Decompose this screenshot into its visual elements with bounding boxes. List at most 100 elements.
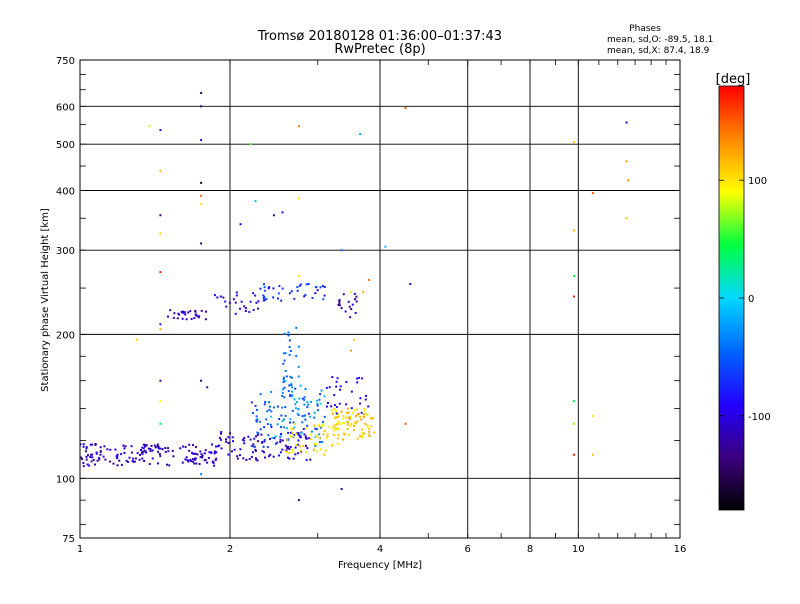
data-point <box>233 448 236 451</box>
data-point <box>316 402 319 405</box>
data-point <box>289 350 292 352</box>
data-point <box>120 463 123 466</box>
data-point <box>304 444 307 447</box>
data-point <box>305 437 308 440</box>
data-point <box>109 460 112 463</box>
data-point <box>321 441 324 444</box>
data-point <box>289 435 292 438</box>
data-point <box>285 449 288 452</box>
data-point <box>283 396 286 399</box>
data-point <box>290 383 293 386</box>
data-point <box>336 442 339 445</box>
data-point <box>368 430 371 433</box>
data-point <box>336 421 339 424</box>
data-point <box>300 450 303 453</box>
data-point <box>278 285 281 288</box>
data-point <box>316 404 319 407</box>
data-point <box>218 436 221 439</box>
data-point <box>368 435 371 438</box>
data-point <box>172 316 175 319</box>
data-point <box>335 428 338 431</box>
data-point <box>249 300 252 303</box>
data-point <box>346 421 349 424</box>
data-point <box>214 445 217 448</box>
data-point <box>201 454 204 457</box>
data-point <box>348 416 351 419</box>
data-point <box>281 391 284 394</box>
data-point <box>266 446 269 449</box>
data-point <box>144 444 147 447</box>
data-point <box>200 453 203 456</box>
data-point <box>218 444 221 447</box>
data-point <box>295 400 298 403</box>
data-point <box>283 426 286 429</box>
data-point <box>288 353 291 356</box>
data-point <box>263 289 266 292</box>
data-point <box>190 460 193 463</box>
data-point <box>304 436 307 439</box>
data-point <box>213 452 216 455</box>
data-point <box>359 402 362 405</box>
data-point <box>333 407 336 410</box>
data-point <box>274 442 277 445</box>
data-point <box>384 245 387 248</box>
data-point <box>123 447 126 450</box>
data-point <box>293 297 296 300</box>
data-point <box>256 434 259 437</box>
data-point <box>91 453 94 456</box>
data-point <box>254 200 257 203</box>
data-point <box>86 454 89 457</box>
x-tick-label: 16 <box>674 544 687 555</box>
data-point <box>259 393 262 396</box>
data-point <box>234 312 237 315</box>
data-point <box>268 437 271 440</box>
data-point <box>307 282 310 285</box>
data-point <box>368 433 371 436</box>
data-point <box>182 445 185 448</box>
data-point <box>334 411 337 414</box>
data-point <box>332 429 335 432</box>
data-point <box>318 398 321 401</box>
data-point <box>250 455 253 458</box>
x-tick-label: 8 <box>527 544 533 555</box>
data-point <box>95 452 98 455</box>
data-point <box>293 398 296 401</box>
y-tick-label: 75 <box>62 534 75 545</box>
data-point <box>255 435 258 438</box>
data-point <box>200 473 203 476</box>
data-point <box>243 439 246 442</box>
data-point <box>279 435 282 438</box>
data-point <box>305 283 308 286</box>
data-point <box>269 423 272 426</box>
data-point <box>334 410 337 413</box>
data-point <box>229 432 232 435</box>
data-point <box>153 444 156 447</box>
data-point <box>338 423 341 426</box>
data-point <box>304 427 307 430</box>
data-point <box>248 310 251 313</box>
data-point <box>214 459 217 462</box>
data-point <box>194 457 197 460</box>
data-point <box>297 345 300 348</box>
data-point <box>262 294 265 297</box>
data-point <box>346 423 349 426</box>
y-tick-label: 400 <box>56 186 75 197</box>
data-point <box>159 447 162 450</box>
data-point <box>241 438 244 441</box>
data-point <box>178 313 181 316</box>
data-point <box>333 394 336 397</box>
y-tick-label: 300 <box>56 246 75 257</box>
data-point <box>291 409 294 412</box>
data-point <box>297 125 300 128</box>
data-point <box>307 437 310 440</box>
data-point <box>104 458 107 461</box>
data-point <box>310 438 313 441</box>
data-point <box>262 283 265 286</box>
data-point <box>304 418 307 421</box>
data-point <box>266 410 269 413</box>
data-point <box>315 286 318 289</box>
data-point <box>323 429 326 432</box>
data-point <box>360 418 363 421</box>
data-point <box>319 286 322 289</box>
